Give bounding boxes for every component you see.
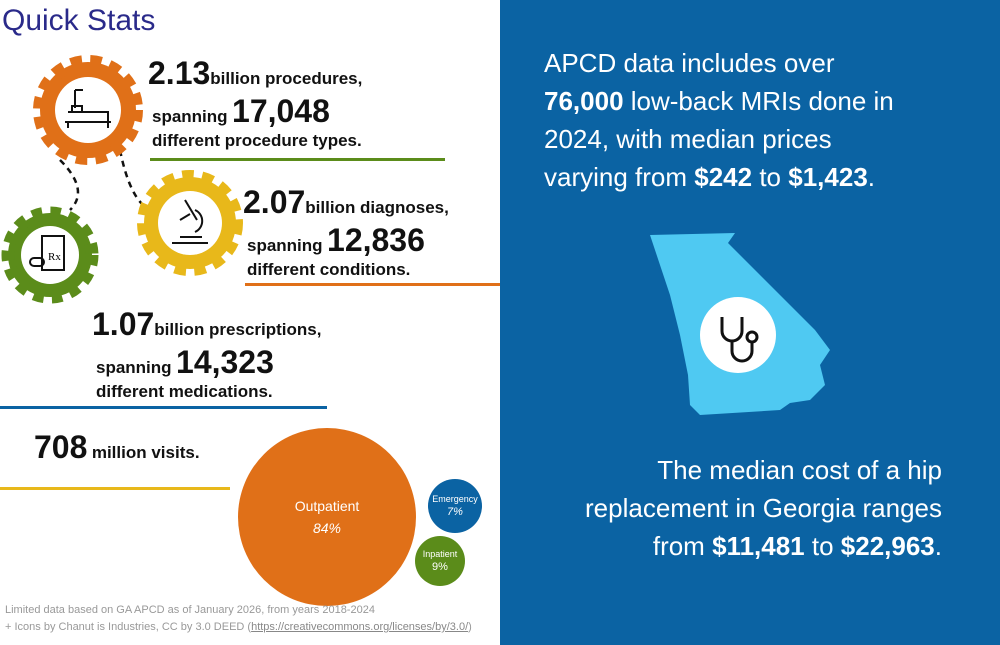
gears-graphic: Rx (1, 55, 243, 304)
stat-prescriptions: 1.07billion prescriptions, spanning 14,3… (92, 305, 321, 402)
stat-span-label: spanning (152, 107, 228, 127)
stat-visits: 708 million visits. (34, 428, 200, 466)
svg-text:Rx: Rx (48, 251, 61, 263)
hip-fact: The median cost of a hip replacement in … (585, 451, 942, 565)
text-line: low-back MRIs done in (623, 86, 894, 116)
stat-desc: different procedure types. (152, 130, 362, 150)
stat-span-label: spanning (96, 358, 172, 378)
stat-value: 708 (34, 429, 88, 465)
bubble-label: Inpatient (422, 549, 458, 559)
footer-paren: ) (468, 621, 472, 633)
stat-desc: different conditions. (247, 259, 411, 279)
highlight: $22,963 (840, 531, 935, 561)
footer-line: + Icons by Chanut is Industries, CC by 3… (5, 621, 252, 633)
georgia-map-stethoscope-icon (650, 233, 830, 415)
footer-line: Limited data based on GA APCD as of Janu… (5, 604, 375, 616)
microscope-icon (137, 170, 243, 276)
bubble-inpatient: Inpatient 9% (415, 536, 465, 586)
stat-value: 2.07 (243, 184, 306, 220)
stat-span-value: 17,048 (232, 93, 330, 130)
stat-span-value: 14,323 (176, 344, 274, 381)
text-line: The median cost of a hip (657, 455, 942, 485)
stat-span-label: spanning (247, 236, 323, 256)
connector-line (118, 149, 151, 212)
bubble-pct: 7% (447, 506, 463, 518)
stat-span-value: 12,836 (327, 222, 425, 259)
text-line: to (752, 162, 789, 192)
bubble-pct: 84% (312, 520, 342, 536)
bubble-pct: 9% (432, 561, 448, 573)
highlight: 76,000 (544, 86, 624, 116)
connector-line (59, 159, 80, 211)
page-title: Quick Stats (2, 4, 156, 37)
text-line: from (652, 531, 713, 561)
stat-diagnoses: 2.07billion diagnoses, spanning 12,836 d… (243, 183, 449, 280)
divider (150, 158, 445, 161)
stat-desc: different medications. (96, 381, 273, 401)
divider (245, 283, 500, 286)
text-line: replacement in Georgia ranges (585, 493, 942, 523)
divider (0, 406, 327, 409)
text-line: 2024, with median prices (544, 124, 832, 154)
stat-value: 2.13 (148, 55, 211, 91)
divider (0, 487, 230, 490)
hospital-bed-icon (33, 55, 143, 165)
stat-unit: billion procedures, (210, 69, 363, 88)
license-link[interactable]: https://creativecommons.org/licenses/by/… (251, 621, 469, 633)
right-panel: APCD data includes over 76,000 low-back … (500, 0, 1000, 645)
text-line: to (804, 531, 841, 561)
stat-unit: billion diagnoses, (305, 198, 449, 217)
stat-procedures: 2.13billion procedures, spanning 17,048 … (148, 54, 362, 151)
bubble-label: Emergency (432, 494, 478, 504)
mri-fact: APCD data includes over 76,000 low-back … (544, 44, 894, 196)
text-line: . (934, 531, 942, 561)
text-line: APCD data includes over (544, 48, 835, 78)
highlight: $1,423 (788, 162, 868, 192)
stat-value: 1.07 (92, 306, 155, 342)
pill-bottle-icon: Rx (1, 206, 99, 304)
bubble-emergency: Emergency 7% (428, 479, 482, 533)
highlight: $242 (694, 162, 753, 192)
footer-note: Limited data based on GA APCD as of Janu… (5, 602, 472, 636)
stat-unit: million visits. (91, 443, 200, 462)
text-line: varying from (544, 162, 695, 192)
bubble-outpatient: Outpatient 84% (238, 428, 416, 606)
highlight: $11,481 (712, 531, 805, 561)
bubble-label: Outpatient (294, 498, 360, 514)
stat-unit: billion prescriptions, (154, 320, 322, 339)
text-line: . (867, 162, 876, 192)
